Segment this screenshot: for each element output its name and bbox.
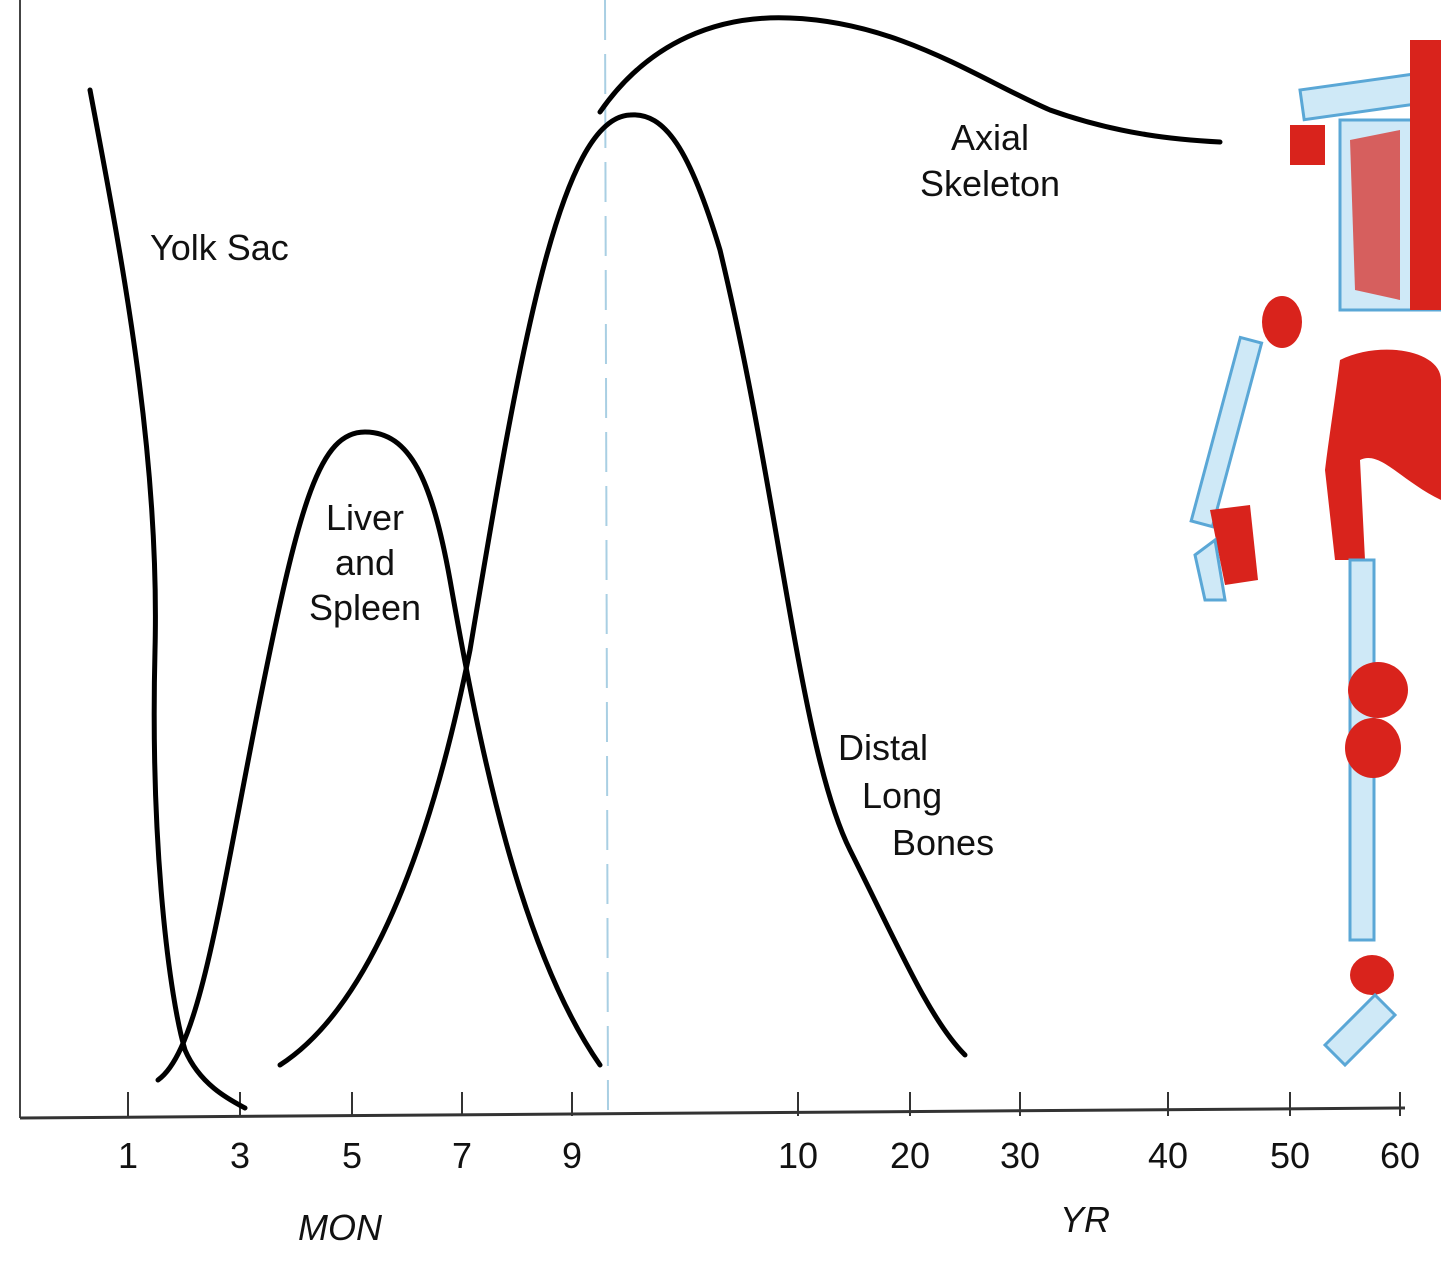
x-tick-label: 10 bbox=[778, 1135, 818, 1176]
curve-label: and bbox=[335, 542, 395, 583]
curve-label: Long bbox=[862, 775, 942, 816]
x-tick-label: 9 bbox=[562, 1135, 582, 1176]
x-tick-label: 50 bbox=[1270, 1135, 1310, 1176]
years-label: YR bbox=[1060, 1199, 1110, 1240]
x-tick-label: 1 bbox=[118, 1135, 138, 1176]
x-tick-label: 20 bbox=[890, 1135, 930, 1176]
curve-label: Yolk Sac bbox=[150, 227, 289, 268]
axial-skeleton-curve bbox=[600, 18, 1220, 142]
x-tick-label: 3 bbox=[230, 1135, 250, 1176]
skeleton-illustration bbox=[1191, 40, 1441, 1065]
x-tick-label: 30 bbox=[1000, 1135, 1040, 1176]
x-axis bbox=[20, 1108, 1405, 1118]
curve-label: Distal bbox=[838, 727, 928, 768]
diagram: 13579102030405060 MON YR Yolk Sac Liver … bbox=[0, 0, 1441, 1260]
x-tick-label: 60 bbox=[1380, 1135, 1420, 1176]
curve-label: Bones bbox=[892, 822, 994, 863]
x-tick-label: 5 bbox=[342, 1135, 362, 1176]
page: 13579102030405060 MON YR Yolk Sac Liver … bbox=[0, 0, 1441, 1260]
curve-label: Liver bbox=[326, 497, 404, 538]
x-tick-label: 7 bbox=[452, 1135, 472, 1176]
x-tick-label: 40 bbox=[1148, 1135, 1188, 1176]
months-label: MON bbox=[298, 1207, 383, 1248]
curve-label: Spleen bbox=[309, 587, 421, 628]
x-ticks: 1 3 5 7 9 10 20 30 40 50 60 bbox=[118, 1092, 1420, 1176]
birth-divider bbox=[605, 0, 608, 1110]
curve-label: Skeleton bbox=[920, 163, 1060, 204]
curve-label: Axial bbox=[951, 117, 1029, 158]
